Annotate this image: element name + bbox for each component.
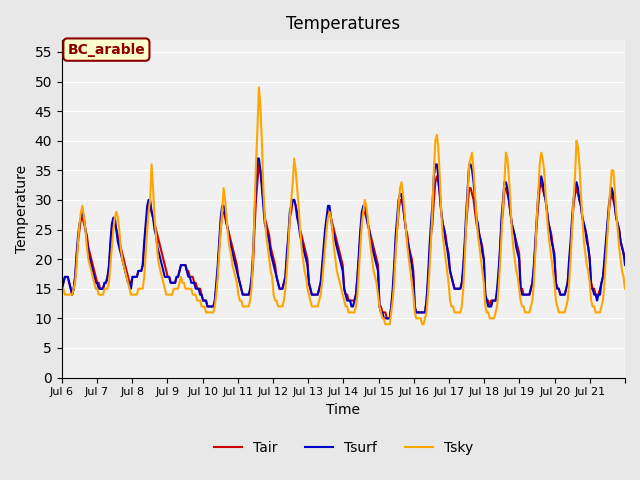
Tsurf <box>462 209 470 215</box>
Tair <box>383 315 390 321</box>
Tsky <box>546 244 554 250</box>
Tsky <box>95 292 102 298</box>
Tair <box>620 251 627 256</box>
Tsurf <box>620 251 627 256</box>
Y-axis label: Temperature: Temperature <box>15 165 29 253</box>
Tsky <box>77 209 85 215</box>
Tsurf <box>621 262 629 268</box>
Tsurf <box>380 315 388 321</box>
Tsky <box>462 221 470 227</box>
Tsurf <box>77 215 85 221</box>
Tair <box>95 280 102 286</box>
Tsurf <box>95 286 102 291</box>
Tsky <box>620 274 627 280</box>
Tsurf <box>349 303 357 309</box>
Line: Tsky: Tsky <box>62 87 625 324</box>
Tair <box>621 256 629 262</box>
Text: BC_arable: BC_arable <box>68 43 145 57</box>
Legend: Tair, Tsurf, Tsky: Tair, Tsurf, Tsky <box>209 435 479 460</box>
Tsky <box>349 310 357 315</box>
Line: Tsurf: Tsurf <box>62 158 625 318</box>
Tsurf <box>253 156 261 161</box>
X-axis label: Time: Time <box>326 403 360 417</box>
Tair <box>349 298 357 303</box>
Tair <box>58 286 66 291</box>
Tsky <box>255 84 263 90</box>
Tsurf <box>546 227 554 232</box>
Tsky <box>621 286 629 291</box>
Tsky <box>381 321 389 327</box>
Tair <box>546 227 554 232</box>
Tair <box>462 221 470 227</box>
Title: Temperatures: Temperatures <box>286 15 401 33</box>
Tsurf <box>58 286 66 291</box>
Tair <box>255 162 263 168</box>
Tair <box>77 215 85 221</box>
Line: Tair: Tair <box>62 165 625 318</box>
Tsky <box>58 286 66 291</box>
